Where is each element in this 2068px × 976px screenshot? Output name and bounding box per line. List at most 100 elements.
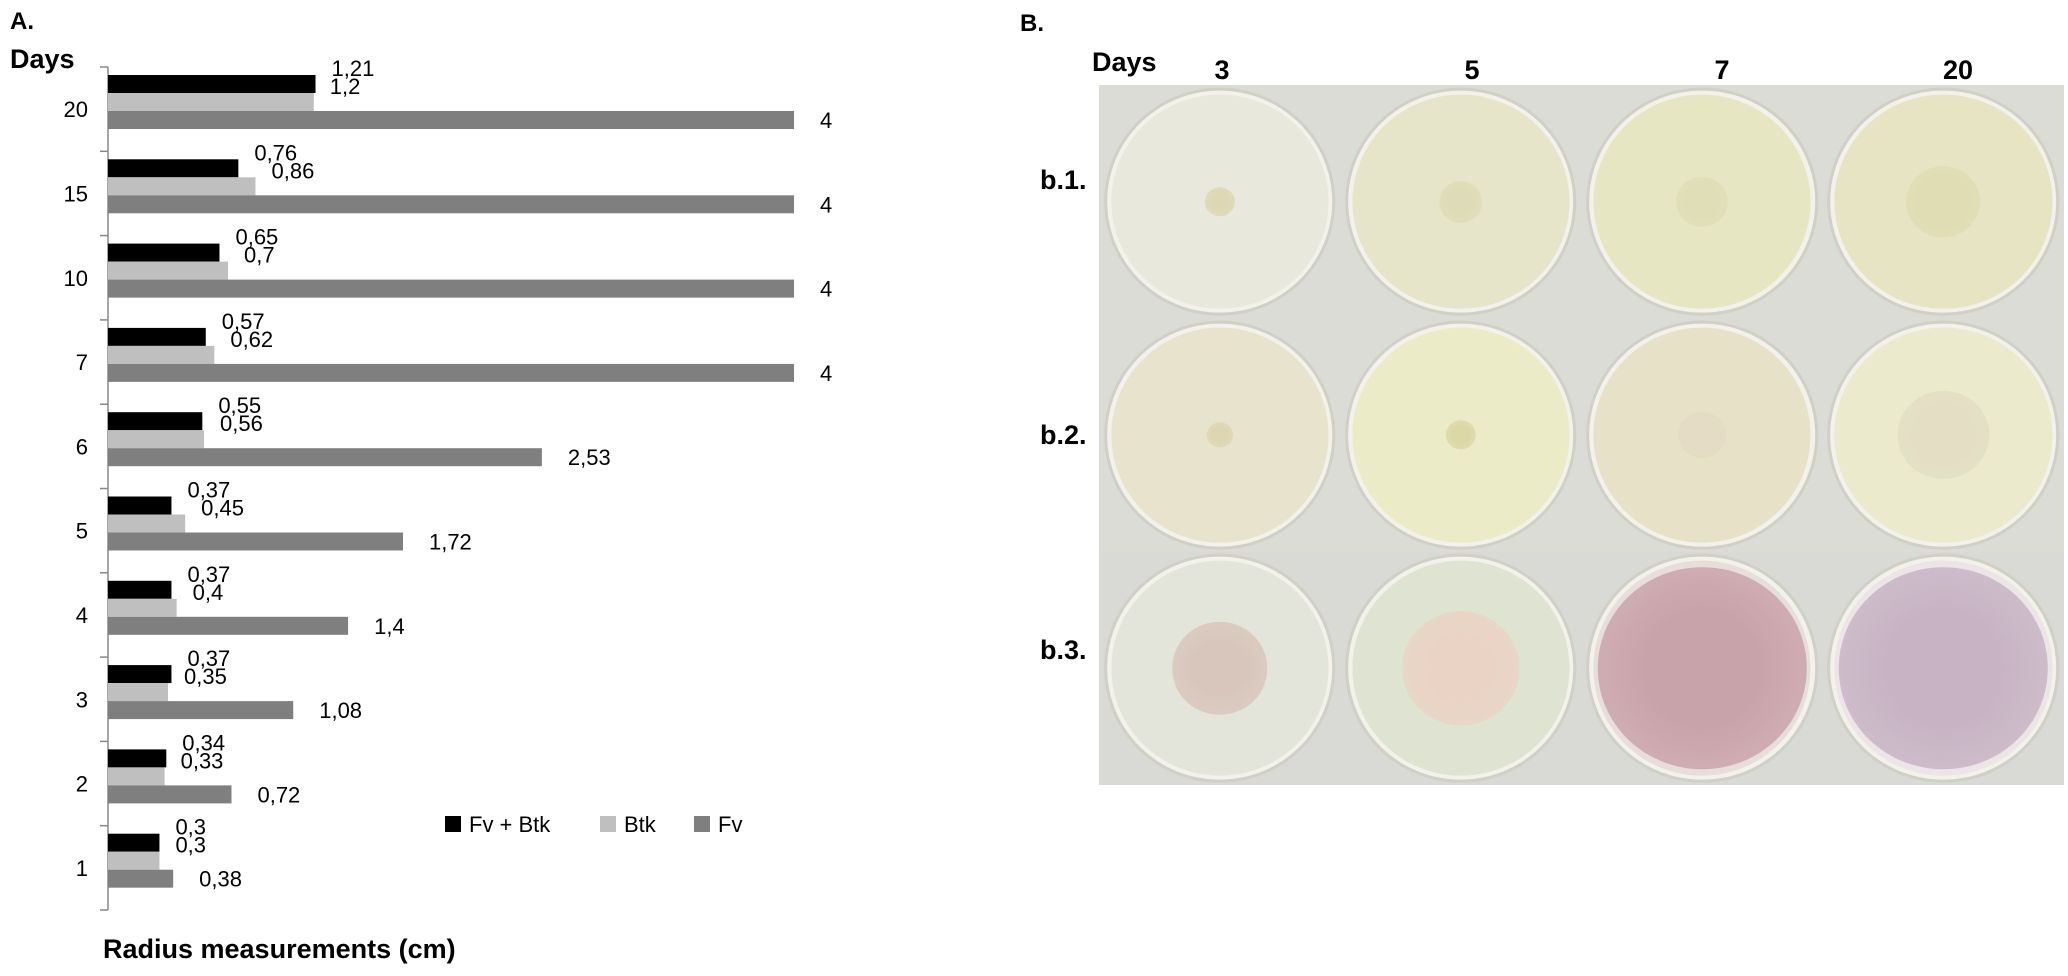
data-label-btk-day-4: 0,4: [193, 580, 224, 605]
data-label-btk-day-6: 0,56: [220, 411, 263, 436]
data-label-fv-day-20: 4: [820, 108, 832, 133]
fungal-colony: [1206, 422, 1233, 448]
data-label-fv-btk-day-7: 0,57: [222, 309, 265, 334]
panel-b-letter: B.: [1020, 10, 1044, 37]
plate-photo-b1-day-7: [1581, 85, 1823, 319]
bar-fv-btk-day-5: [108, 496, 172, 515]
bar-btk-day-1: [108, 851, 160, 870]
plate-photo-b2-day-3: [1099, 318, 1341, 552]
bar-btk-day-10: [108, 261, 229, 280]
data-label-fv-btk-day-15: 0,76: [254, 140, 297, 165]
plate-photo-b3-day-5: [1340, 551, 1582, 785]
bar-fv-btk-day-10: [108, 243, 220, 262]
plate-photo-b1-day-20: [1822, 85, 2064, 319]
plate-photo-b3-day-20: [1822, 551, 2064, 785]
data-label-fv-btk-day-3: 0,37: [187, 646, 230, 671]
fungal-colony: [1402, 611, 1520, 726]
bar-fv-btk-day-20: [108, 75, 316, 93]
data-label-fv-day-15: 4: [820, 192, 832, 217]
bar-btk-day-7: [108, 345, 215, 364]
y-tick-label-5: 5: [76, 519, 88, 544]
fungal-colony: [1439, 180, 1483, 223]
bar-btk-day-4: [108, 598, 177, 617]
data-label-fv-btk-day-4: 0,37: [187, 562, 230, 587]
bar-fv-btk-day-1: [108, 833, 160, 852]
plate-photo-b2-day-7: [1581, 318, 1823, 552]
bar-fv-day-10: [108, 279, 794, 298]
bar-fv-btk-day-6: [108, 412, 203, 431]
y-tick-label-20: 20: [64, 97, 88, 122]
y-tick-label-3: 3: [76, 687, 88, 712]
plate-photo-b3-day-7: [1581, 551, 1823, 785]
panel-b-days-label: Days: [1092, 47, 1157, 77]
bar-fv-day-4: [108, 616, 349, 635]
fungal-colony: [1204, 186, 1235, 217]
data-label-btk-day-3: 0,35: [184, 664, 227, 689]
bar-fv-btk-day-2: [108, 749, 167, 768]
bar-chart: 10,30,30,3820,340,330,7230,370,351,0840,…: [64, 56, 832, 911]
fungal-colony: [1897, 390, 1989, 480]
data-label-fv-btk-day-2: 0,34: [182, 730, 225, 755]
plate-photo-b3-day-3: [1099, 551, 1341, 785]
y-tick-label-15: 15: [64, 181, 88, 206]
data-label-fv-btk-day-6: 0,55: [218, 393, 261, 418]
bar-btk-day-15: [108, 177, 256, 196]
x-axis-label: Radius measurements (cm): [103, 934, 456, 964]
bar-fv-btk-day-3: [108, 665, 172, 684]
data-label-fv-day-7: 4: [820, 361, 832, 386]
bar-fv-btk-day-7: [108, 327, 206, 346]
data-label-btk-day-2: 0,33: [181, 748, 224, 773]
fungal-colony: [1906, 165, 1981, 238]
data-label-fv-day-6: 2,53: [568, 445, 611, 470]
data-label-btk-day-10: 0,7: [244, 243, 275, 268]
legend-label-btk: Btk: [624, 812, 657, 837]
data-label-fv-btk-day-1: 0,3: [175, 815, 206, 840]
y-tick-label-2: 2: [76, 772, 88, 797]
bar-fv-day-2: [108, 785, 232, 804]
data-label-fv-day-2: 0,72: [257, 782, 300, 807]
bar-fv-day-6: [108, 448, 542, 467]
data-label-fv-day-1: 0,38: [199, 867, 242, 892]
fungal-colony: [1171, 622, 1268, 715]
bar-btk-day-6: [108, 430, 205, 449]
row-label-b2: b.2.: [1040, 420, 1087, 450]
legend-swatch-fv: [694, 816, 710, 832]
row-label-b1: b.1.: [1040, 165, 1087, 195]
bar-fv-btk-day-4: [108, 580, 172, 599]
bar-fv-day-1: [108, 869, 174, 888]
legend-swatch-btk: [600, 816, 616, 832]
y-tick-label-6: 6: [76, 434, 88, 459]
data-label-btk-day-7: 0,62: [230, 327, 273, 352]
data-label-fv-btk-day-20: 1,21: [332, 56, 375, 81]
column-header-day-7: 7: [1714, 55, 1730, 85]
plate-photo-b2-day-20: [1822, 318, 2064, 552]
y-tick-label-10: 10: [64, 266, 88, 291]
column-header-day-5: 5: [1464, 55, 1480, 85]
bar-fv-day-5: [108, 532, 403, 551]
y-tick-label-7: 7: [76, 350, 88, 375]
bar-btk-day-2: [108, 767, 165, 786]
bar-btk-day-3: [108, 683, 169, 702]
panel-a-days-label: Days: [10, 44, 75, 74]
data-label-btk-day-15: 0,86: [271, 158, 314, 183]
plate-photo-b1-day-3: [1099, 85, 1341, 319]
data-label-fv-day-5: 1,72: [429, 530, 472, 555]
legend-label-fv: Fv: [718, 812, 742, 837]
fungal-colony: [1678, 411, 1727, 459]
fungal-colony: [1676, 176, 1729, 227]
data-label-fv-day-3: 1,08: [319, 698, 362, 723]
y-tick-label-1: 1: [76, 856, 88, 881]
column-header-day-3: 3: [1214, 55, 1230, 85]
bar-fv-day-20: [108, 111, 794, 129]
legend-label-fv-btk: Fv + Btk: [469, 812, 551, 837]
data-label-fv-btk-day-5: 0,37: [187, 478, 230, 503]
fungal-colony: [1445, 420, 1477, 450]
row-label-b3: b.3.: [1040, 635, 1087, 665]
bar-btk-day-20: [108, 93, 314, 111]
data-label-fv-day-10: 4: [820, 277, 832, 302]
data-label-fv-btk-day-10: 0,65: [235, 225, 278, 250]
plate-photo-b1-day-5: [1340, 85, 1582, 319]
data-label-fv-day-4: 1,4: [374, 614, 405, 639]
bar-fv-day-15: [108, 195, 794, 214]
bar-fv-day-3: [108, 701, 294, 720]
